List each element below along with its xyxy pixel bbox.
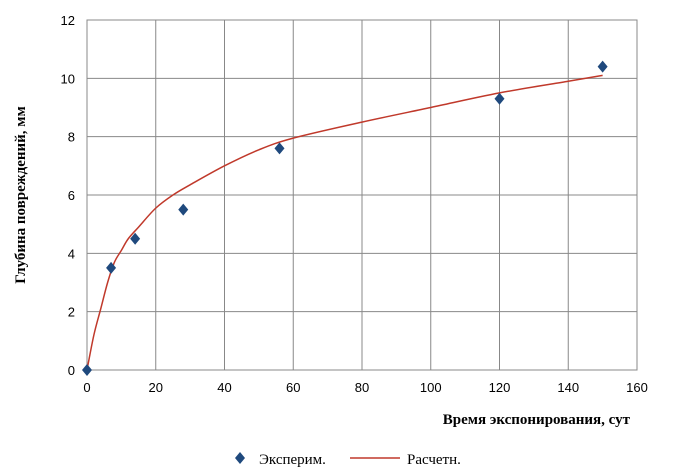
experimental-point bbox=[494, 92, 505, 105]
y-tick-label: 4 bbox=[68, 246, 75, 261]
legend-label-calculated: Расчетн. bbox=[407, 452, 461, 468]
y-axis-label: Глубина повреждений, мм bbox=[13, 106, 29, 283]
legend: Эксперим. Расчетн. bbox=[235, 452, 461, 468]
experimental-point bbox=[178, 203, 189, 216]
y-tick-label: 12 bbox=[61, 13, 75, 28]
experimental-point bbox=[106, 261, 117, 274]
x-tick-label: 40 bbox=[217, 380, 231, 395]
legend-diamond-icon bbox=[235, 452, 245, 464]
y-tick-label: 6 bbox=[68, 188, 75, 203]
y-tick-label: 2 bbox=[68, 305, 75, 320]
experimental-point bbox=[274, 142, 285, 155]
grid bbox=[86, 19, 638, 371]
tick-labels: 0 20 40 60 80 100 120 140 160 0 2 4 6 8 10 12 bbox=[61, 13, 648, 395]
x-tick-label: 140 bbox=[557, 380, 579, 395]
experimental-point bbox=[130, 232, 141, 245]
experimental-point bbox=[82, 364, 92, 376]
x-tick-label: 80 bbox=[355, 380, 369, 395]
experimental-point bbox=[597, 60, 608, 73]
x-tick-label: 0 bbox=[83, 380, 90, 395]
legend-label-experimental: Эксперим. bbox=[259, 452, 326, 468]
y-tick-label: 10 bbox=[61, 71, 75, 86]
x-tick-label: 60 bbox=[286, 380, 300, 395]
y-tick-label: 0 bbox=[68, 363, 75, 378]
y-tick-label: 8 bbox=[68, 130, 75, 145]
x-tick-label: 20 bbox=[149, 380, 163, 395]
chart-marks bbox=[82, 60, 608, 376]
x-tick-label: 160 bbox=[626, 380, 648, 395]
x-tick-label: 100 bbox=[420, 380, 442, 395]
calculated-line bbox=[86, 74, 603, 371]
x-axis-label: Время экспонирования, сут bbox=[443, 412, 631, 428]
x-tick-label: 120 bbox=[489, 380, 511, 395]
